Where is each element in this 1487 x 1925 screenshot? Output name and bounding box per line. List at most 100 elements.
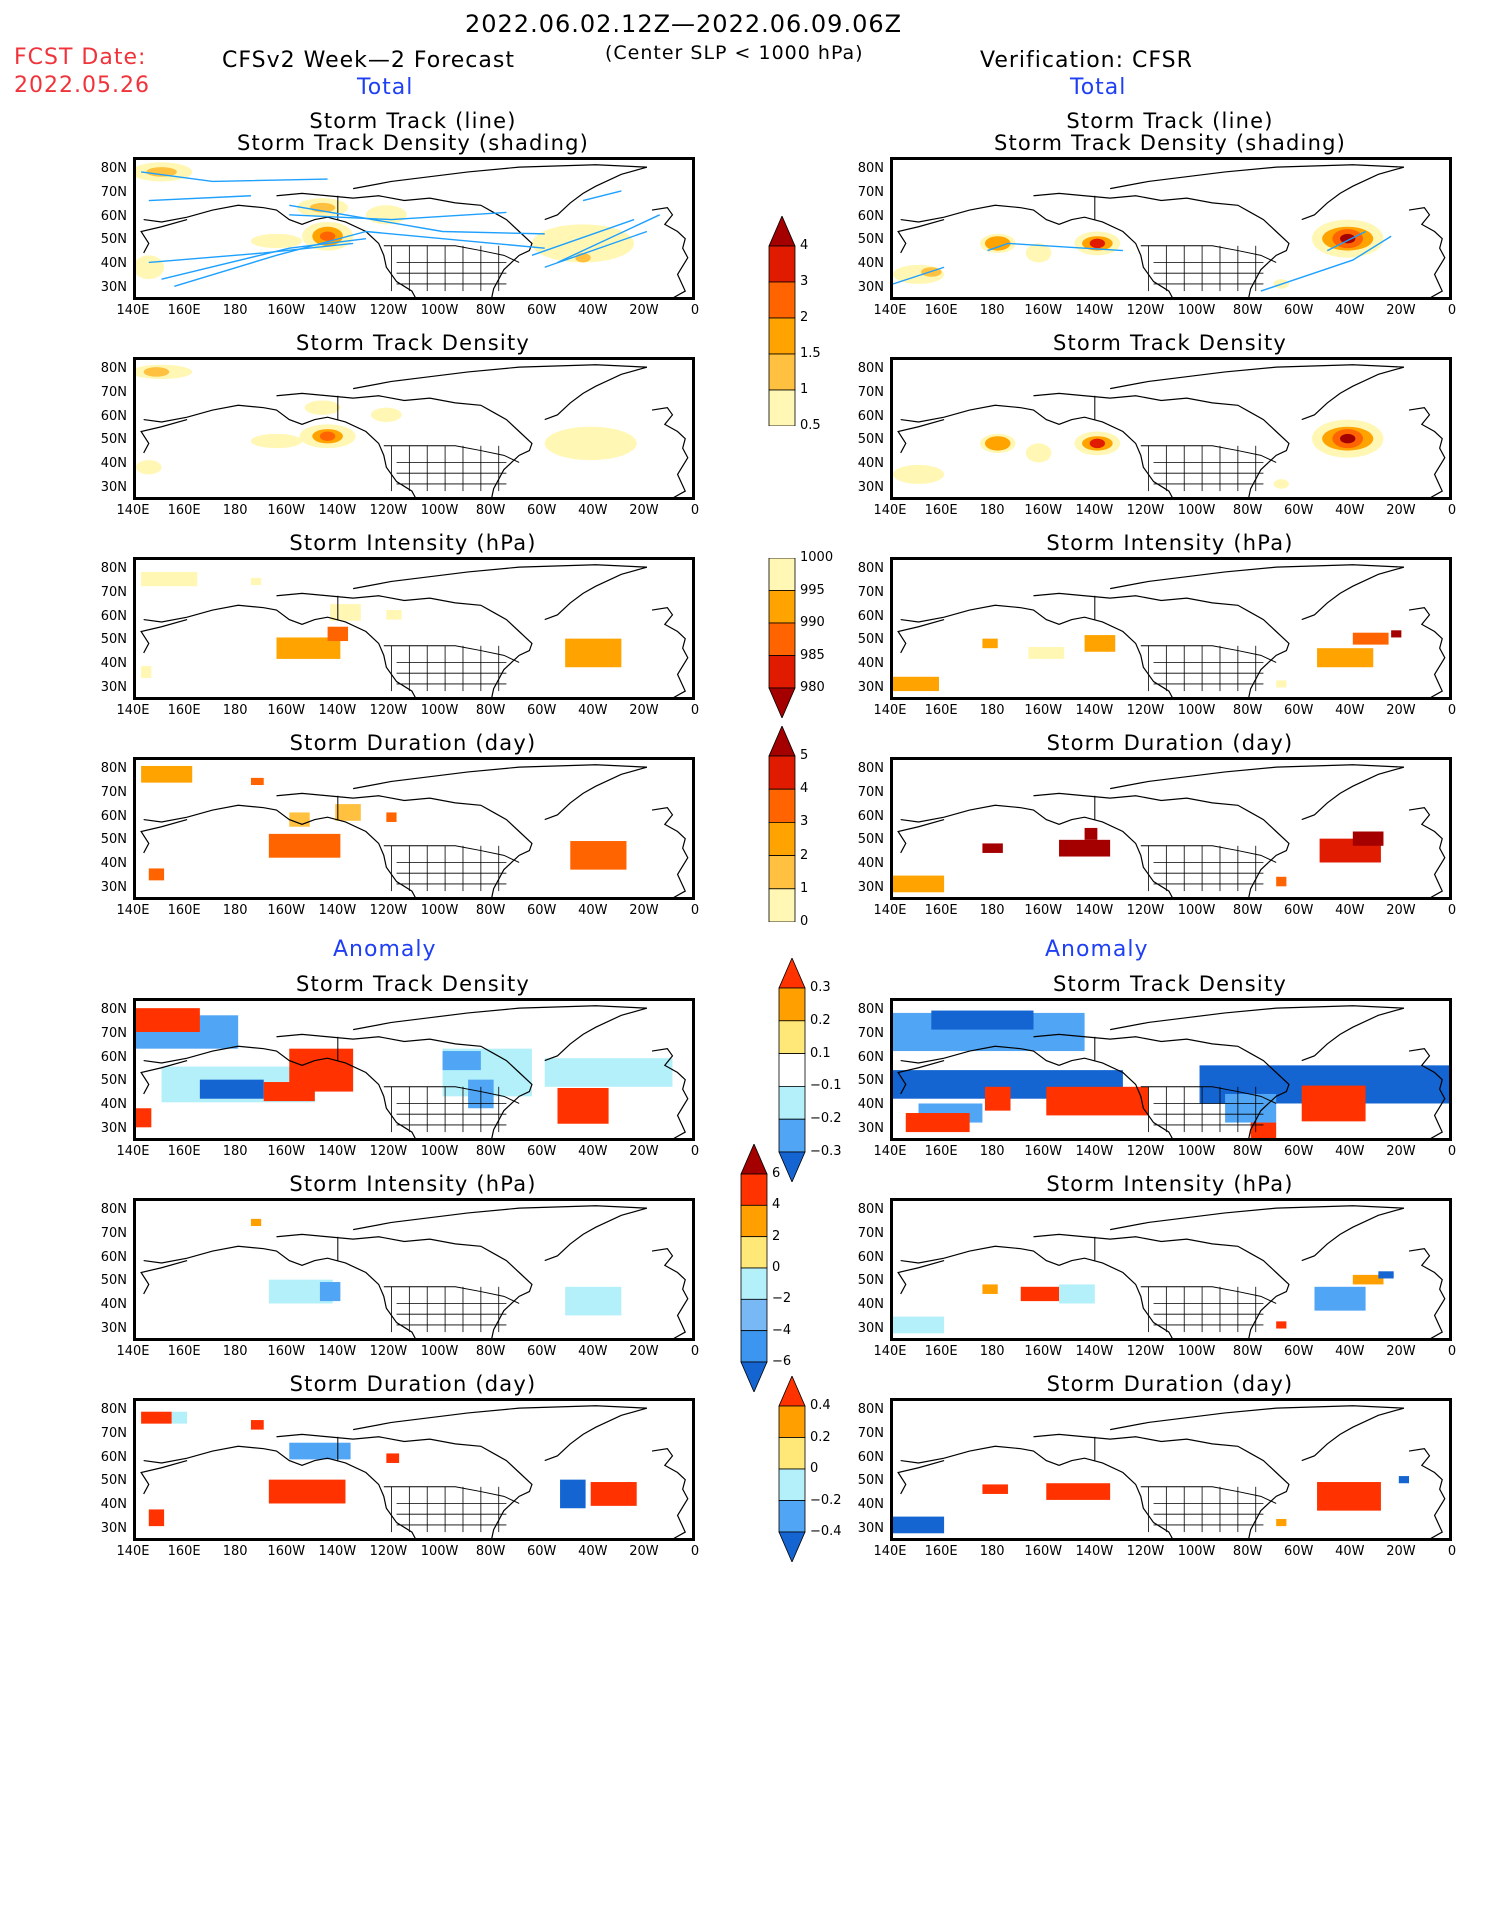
colorbar-label: −0.4 xyxy=(810,1524,842,1539)
colorbar-swatch xyxy=(778,1437,806,1470)
coastline xyxy=(1033,1033,1290,1138)
lon-tick-label: 20W xyxy=(629,703,659,718)
lat-tick-label: 40N xyxy=(100,256,127,272)
anomaly-cell xyxy=(268,1479,346,1504)
coastline xyxy=(353,1405,648,1462)
lon-tick-label: 180 xyxy=(222,1144,248,1159)
colorbar-swatch xyxy=(768,245,796,283)
anomaly-cell xyxy=(136,1108,152,1128)
lat-tick-label: 40N xyxy=(100,856,127,872)
coastline xyxy=(353,164,648,221)
colorbar-label: 0.2 xyxy=(810,1012,831,1028)
colorbar-swatch xyxy=(778,1118,806,1153)
lat-tick-label: 70N xyxy=(100,1425,127,1441)
coastline xyxy=(140,819,188,854)
lon-tick-label: 100W xyxy=(420,1144,459,1159)
colorbar-label: −4 xyxy=(772,1322,792,1338)
anomaly-cell xyxy=(1276,1518,1287,1527)
lon-tick-label: 100W xyxy=(420,903,459,918)
storm-track-line xyxy=(531,218,635,256)
lon-tick-label: 100W xyxy=(420,303,459,318)
lon-tick-label: 80W xyxy=(475,503,506,518)
density-shading xyxy=(531,224,635,263)
anomaly-cell xyxy=(905,1113,970,1133)
lon-tick-label: 0 xyxy=(690,1344,700,1359)
value-cell xyxy=(327,626,349,642)
density-shading xyxy=(143,367,170,377)
lon-tick-label: 180 xyxy=(979,703,1005,718)
lat-tick-label: 70N xyxy=(857,384,884,400)
lon-tick-label: 140W xyxy=(1075,903,1114,918)
colorbar-label: 995 xyxy=(800,582,825,598)
panel-title: Storm Intensity (hPa) xyxy=(289,1172,537,1196)
lon-tick-label: 160E xyxy=(167,1544,201,1559)
lon-tick-label: 160W xyxy=(267,903,306,918)
colorbar-swatch xyxy=(740,1173,768,1206)
coastline xyxy=(900,404,1173,497)
lat-tick-label: 50N xyxy=(100,232,127,248)
lat-tick-label: 80N xyxy=(100,360,127,376)
lat-tick-label: 70N xyxy=(100,584,127,600)
anomaly-cell xyxy=(386,1453,400,1463)
lon-tick-label: 180 xyxy=(222,903,248,918)
lat-tick-label: 30N xyxy=(100,880,127,896)
colorbar-swatch xyxy=(778,1053,806,1087)
value-cell xyxy=(386,812,397,822)
coastline xyxy=(651,407,689,497)
lat-tick-label: 30N xyxy=(100,1521,127,1537)
map-fc-anom-duration xyxy=(133,1398,695,1541)
coastline xyxy=(143,1045,416,1138)
lon-tick-label: 180 xyxy=(979,503,1005,518)
density-shading xyxy=(1273,479,1289,489)
lon-tick-label: 120W xyxy=(369,703,408,718)
map-fc-density xyxy=(133,357,695,500)
colorbar-swatch xyxy=(768,888,796,922)
map-cfsr-density xyxy=(890,357,1452,500)
colorbar-label: 1 xyxy=(800,382,809,397)
coastline xyxy=(897,419,945,454)
lat-tick-label: 50N xyxy=(857,432,884,448)
lon-tick-label: 20W xyxy=(629,1144,659,1159)
density-shading xyxy=(250,433,303,449)
lat-tick-label: 80N xyxy=(100,1201,127,1217)
coastline xyxy=(900,604,1173,697)
density-shading xyxy=(136,255,165,280)
lon-tick-label: 160W xyxy=(267,1144,306,1159)
coastline xyxy=(1033,592,1290,697)
anomaly-cell xyxy=(1046,1483,1111,1500)
value-cell xyxy=(893,875,945,893)
density-shading xyxy=(250,233,303,249)
lon-tick-label: 140W xyxy=(318,703,357,718)
lat-tick-label: 70N xyxy=(100,1225,127,1241)
anomaly-cell xyxy=(560,1479,586,1509)
coastline xyxy=(140,219,188,254)
colorbar-arrow-bottom xyxy=(778,1531,806,1562)
lat-tick-label: 30N xyxy=(100,480,127,496)
lon-tick-label: 100W xyxy=(1177,303,1216,318)
value-cell xyxy=(141,666,152,678)
lat-tick-label: 70N xyxy=(100,784,127,800)
lon-tick-label: 120W xyxy=(1126,903,1165,918)
lon-tick-label: 180 xyxy=(979,1344,1005,1359)
lon-tick-label: 80W xyxy=(1232,1344,1263,1359)
lon-tick-label: 160W xyxy=(1024,303,1063,318)
lat-tick-label: 60N xyxy=(857,1249,884,1265)
lon-tick-label: 80W xyxy=(475,903,506,918)
map-cfsr-anom-intensity xyxy=(890,1198,1452,1341)
lon-tick-label: 100W xyxy=(420,1344,459,1359)
coastline xyxy=(276,1033,533,1138)
coastline xyxy=(900,204,1173,297)
lat-tick-label: 50N xyxy=(100,832,127,848)
lon-tick-label: 40W xyxy=(1335,503,1365,518)
coastline xyxy=(353,564,648,621)
value-cell xyxy=(250,577,262,586)
anomaly-cell xyxy=(565,1286,622,1316)
value-cell xyxy=(982,843,1003,853)
anomaly-cell xyxy=(1301,1085,1366,1122)
value-cell xyxy=(1028,646,1065,659)
lon-tick-label: 40W xyxy=(578,303,608,318)
lon-tick-label: 40W xyxy=(578,503,608,518)
lon-tick-label: 180 xyxy=(222,1344,248,1359)
lon-tick-label: 40W xyxy=(1335,1544,1365,1559)
coastline xyxy=(143,604,416,697)
